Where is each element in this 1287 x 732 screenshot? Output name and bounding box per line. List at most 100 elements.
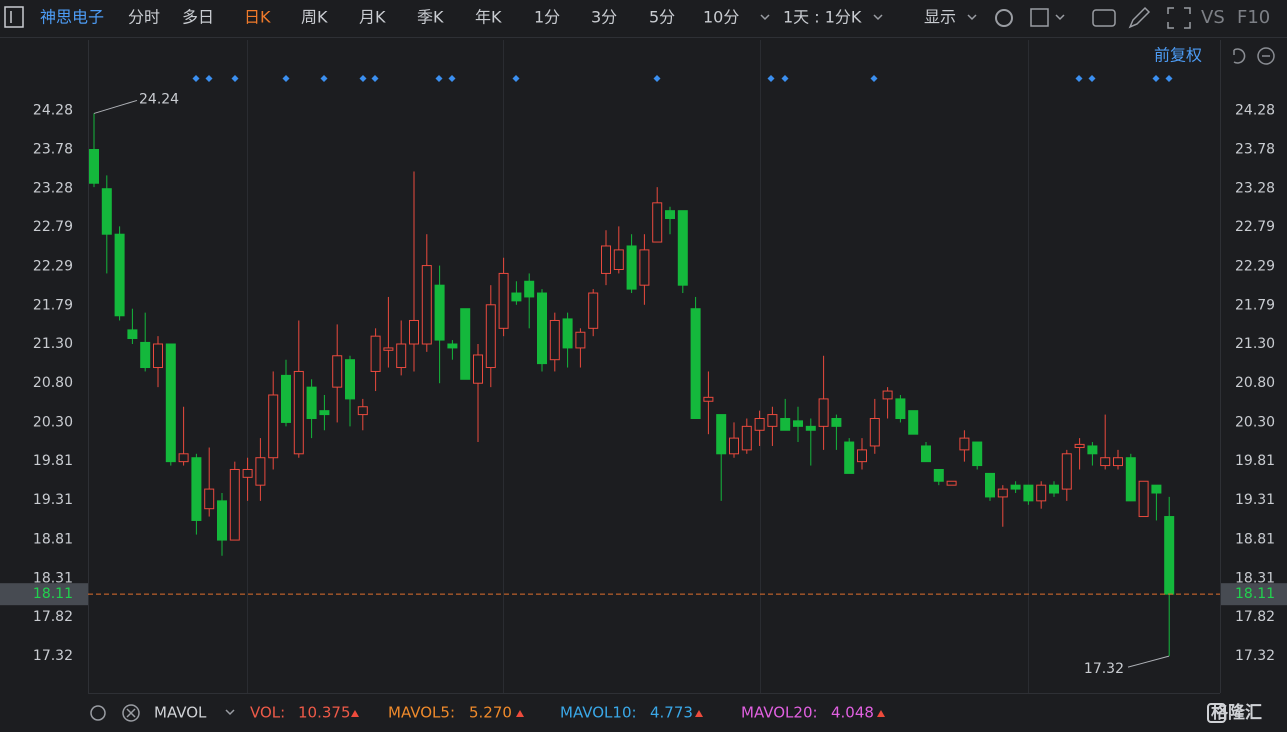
candle-body (754, 418, 765, 431)
period-tab[interactable]: 月K (359, 8, 386, 27)
candle-body (434, 284, 445, 341)
candle-body (281, 374, 291, 423)
indicator-settings-icon[interactable] (90, 705, 106, 721)
stock-name[interactable]: 神思电子 (40, 8, 104, 27)
adjust-mode[interactable]: 前复权 (1154, 46, 1202, 65)
y-tick-label-left: 23.28 (33, 181, 73, 197)
period-tab[interactable]: 3分 (591, 8, 617, 27)
candle-body (690, 308, 701, 420)
candle-body (639, 249, 650, 286)
candle-body (127, 329, 138, 340)
period-tab[interactable]: 年K (475, 8, 502, 27)
indicator-up-arrow (877, 710, 885, 717)
event-marker[interactable] (653, 75, 661, 82)
indicator-value: 4.773 (650, 704, 693, 722)
zoom-out-icon[interactable] (1257, 47, 1275, 65)
period-tab[interactable]: 日K (244, 8, 271, 27)
candle-body (780, 418, 791, 431)
candle-body (306, 386, 317, 420)
period-tab[interactable]: 分时 (128, 8, 160, 27)
min-leader (1127, 655, 1170, 668)
candle-body (767, 414, 778, 427)
event-marker[interactable] (767, 75, 775, 82)
y-tick-label-right: 24.28 (1235, 102, 1275, 118)
event-marker[interactable] (1152, 75, 1160, 82)
candle-body (268, 394, 279, 459)
candle-body (370, 335, 381, 372)
candle-body (447, 343, 458, 349)
event-marker[interactable] (781, 75, 789, 82)
candle-body (882, 390, 893, 400)
candle-body (165, 343, 176, 463)
y-tick-label-left: 18.31 (33, 570, 73, 586)
event-marker[interactable] (448, 75, 456, 82)
display-menu[interactable]: 显示 (924, 8, 956, 27)
candle-body (626, 245, 637, 290)
candle-body (178, 453, 189, 463)
candle-body (255, 457, 266, 486)
candle-body (319, 410, 330, 416)
candle-body (1049, 484, 1059, 494)
candle-body (716, 414, 727, 455)
candle-body (997, 488, 1008, 498)
event-marker[interactable] (205, 75, 213, 82)
period-tab[interactable]: 季K (417, 8, 444, 27)
event-marker[interactable] (435, 75, 443, 82)
period-tab[interactable]: 多日 (182, 8, 214, 27)
candle-body (1113, 457, 1123, 467)
camera-icon[interactable] (1092, 9, 1116, 27)
range-select[interactable]: 1天 : 1分K (783, 8, 862, 27)
candle-body (89, 149, 99, 184)
event-marker[interactable] (282, 75, 290, 82)
indicator-label: MAVOL10: (560, 704, 637, 722)
vs-button[interactable]: VS (1201, 7, 1225, 28)
event-marker[interactable] (1165, 75, 1173, 82)
indicator-up-arrow (516, 710, 524, 717)
event-marker[interactable] (512, 75, 520, 82)
box-icon[interactable] (1030, 8, 1049, 27)
event-marker[interactable] (320, 75, 328, 82)
candle-body (895, 398, 906, 420)
candle-body (818, 398, 829, 427)
y-tick-label-left: 23.78 (33, 142, 73, 158)
event-marker[interactable] (231, 75, 239, 82)
period-tab[interactable]: 5分 (649, 8, 675, 27)
dropdown-chevron (225, 709, 235, 716)
candle-body (1010, 484, 1021, 490)
indicator-close-icon[interactable] (122, 704, 140, 722)
candle-body (946, 480, 957, 486)
reset-icon[interactable] (1233, 48, 1246, 64)
watermark: 格隆汇 (1211, 702, 1262, 723)
candle-body (857, 449, 867, 463)
indicator-name[interactable]: MAVOL (154, 704, 207, 722)
candle-body (703, 396, 714, 402)
f10-button[interactable]: F10 (1237, 7, 1270, 28)
period-tab[interactable]: 10分 (703, 8, 739, 27)
y-tick-label-left: 20.80 (33, 375, 73, 391)
event-marker[interactable] (1075, 75, 1083, 82)
last-price-label-right: 18.11 (1235, 586, 1275, 602)
period-tab[interactable]: 周K (301, 8, 328, 27)
settings-icon[interactable] (995, 9, 1013, 27)
fullscreen-icon[interactable] (1167, 7, 1191, 29)
event-marker[interactable] (359, 75, 367, 82)
indicator-value: 4.048 (831, 704, 874, 722)
period-tab[interactable]: 1分 (534, 8, 560, 27)
event-marker[interactable] (371, 75, 379, 82)
candle-body (805, 425, 816, 431)
event-marker[interactable] (192, 75, 200, 82)
candle-body (869, 418, 880, 447)
y-tick-label-left: 20.30 (33, 414, 73, 430)
event-marker[interactable] (870, 75, 878, 82)
panel-toggle-icon[interactable] (4, 6, 24, 28)
candle-body (191, 457, 202, 521)
y-tick-label-left: 22.79 (33, 219, 73, 235)
candle-body (1023, 484, 1034, 502)
candle-body (396, 343, 407, 369)
candle-body (1087, 445, 1098, 455)
candle-body (549, 319, 560, 361)
event-marker[interactable] (1088, 75, 1096, 82)
vertical-grid (247, 40, 1029, 693)
pen-icon[interactable] (1128, 6, 1151, 29)
candle-body (1151, 484, 1162, 494)
